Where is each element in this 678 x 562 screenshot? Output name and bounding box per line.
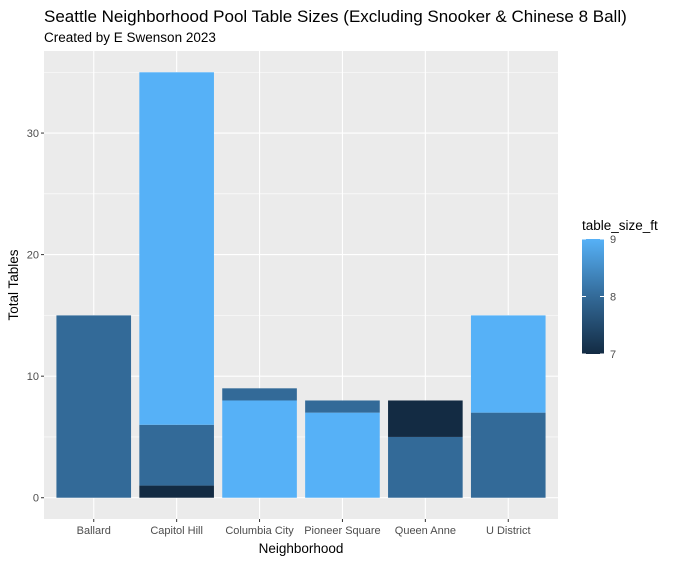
legend-ticks: 7 8 9 — [582, 234, 616, 361]
y-axis: 0 10 20 30 — [27, 128, 44, 505]
y-tick-label: 10 — [27, 371, 39, 383]
bar-segment-pioneer-square-8ft — [305, 400, 380, 413]
bars — [56, 72, 546, 498]
x-tick-label: Capitol Hill — [150, 525, 203, 537]
legend-title: table_size_ft — [582, 218, 658, 233]
x-tick-label: U District — [486, 525, 531, 537]
legend-label: 7 — [610, 349, 616, 361]
bar-segment-capitol-hill-8ft — [139, 424, 214, 486]
bar-segment-columbia-city-9ft — [222, 400, 297, 498]
legend-label: 9 — [610, 234, 616, 246]
bar-segment-u-district-8ft — [470, 412, 546, 498]
x-tick-label: Ballard — [77, 525, 111, 537]
chart-title: Seattle Neighborhood Pool Table Sizes (E… — [44, 7, 627, 26]
legend-label: 8 — [610, 292, 616, 304]
bar-segment-capitol-hill-9ft — [139, 72, 214, 425]
x-tick-label: Pioneer Square — [304, 525, 380, 537]
bar-segment-capitol-hill-7ft — [139, 485, 214, 498]
bar-segment-pioneer-square-9ft — [305, 412, 380, 498]
y-tick-label: 0 — [33, 493, 39, 505]
bar-segment-u-district-9ft — [470, 315, 546, 413]
bar-segment-queen-anne-7ft — [388, 400, 463, 437]
y-axis-title: Total Tables — [6, 249, 21, 320]
legend-colorbar — [582, 239, 604, 354]
bar-segment-ballard-8ft — [56, 315, 132, 498]
x-tick-label: Queen Anne — [395, 525, 456, 537]
x-axis: Ballard Capitol Hill Columbia City Pioneer … — [77, 519, 531, 537]
x-tick-label: Columbia City — [225, 525, 294, 537]
bar-segment-columbia-city-8ft — [222, 388, 297, 401]
y-tick-label: 20 — [27, 250, 39, 262]
bar-segment-queen-anne-8ft — [388, 436, 463, 498]
chart-subtitle: Created by E Swenson 2023 — [44, 30, 216, 45]
y-tick-label: 30 — [27, 128, 39, 140]
x-axis-title: Neighborhood — [259, 541, 344, 556]
